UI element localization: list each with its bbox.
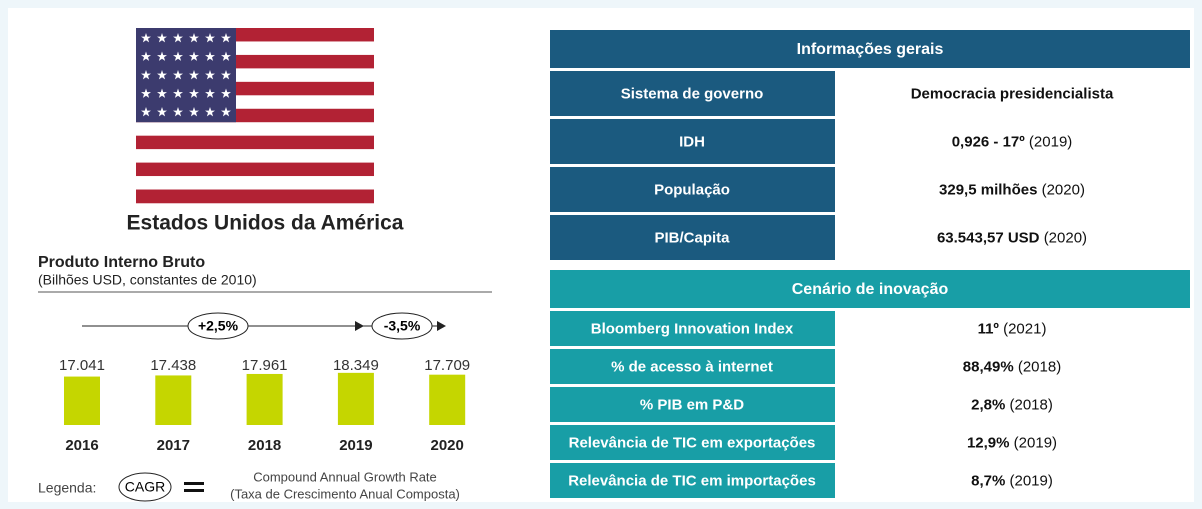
table-header — [550, 270, 1190, 308]
legend-label: Legenda: — [38, 480, 96, 496]
legend-key: CAGR — [125, 479, 165, 495]
value-label: 18.349 — [333, 357, 379, 374]
row-value: 63.543,57 USD (2020) — [937, 229, 1087, 246]
value-label: 17.961 — [242, 357, 288, 374]
stripe — [136, 122, 374, 136]
row-label-cell — [550, 215, 835, 260]
value: 12,9% — [967, 434, 1010, 451]
value: 8,7% — [971, 472, 1005, 489]
x-tick-label: 2020 — [431, 437, 464, 454]
bar — [337, 372, 374, 425]
row-label: Bloomberg Innovation Index — [591, 320, 794, 337]
row-label: % de acesso à internet — [611, 358, 773, 375]
row-value: 11º (2021) — [978, 320, 1047, 337]
x-tick-label: 2017 — [157, 437, 190, 454]
row-value: 0,926 - 17º (2019) — [952, 133, 1073, 150]
legend-subtext: (Taxa de Crescimento Anual Composta) — [230, 486, 460, 501]
stripe — [136, 135, 374, 150]
value-label: 17.438 — [150, 357, 196, 374]
flag — [136, 28, 374, 204]
row-value: 12,9% (2019) — [967, 434, 1057, 451]
cagr-bubble — [187, 312, 249, 340]
chart-subtitle: (Bilhões USD, constantes de 2010) — [38, 272, 257, 288]
table-title: Informações gerais — [797, 41, 944, 58]
cagr-label: -3,5% — [384, 318, 421, 334]
value-label: 17.709 — [424, 357, 470, 374]
row-label: Sistema de governo — [621, 85, 764, 102]
year: (2020) — [1044, 229, 1087, 246]
row-label-cell — [550, 349, 835, 384]
bar — [429, 374, 466, 425]
equals — [184, 482, 204, 485]
chart-title: Produto Interno Bruto — [38, 254, 205, 271]
value-label: 17.041 — [59, 357, 105, 374]
arrowhead — [355, 321, 364, 331]
year: (2019) — [1029, 133, 1072, 150]
row-label: Relevância de TIC em exportações — [569, 434, 816, 451]
year: (2019) — [1010, 472, 1053, 489]
row-value: 2,8% (2018) — [971, 396, 1053, 413]
cagr-label: +2,5% — [198, 318, 239, 334]
row-label-cell — [550, 425, 835, 460]
value: 329,5 milhões — [939, 181, 1037, 198]
arrowhead — [437, 321, 446, 331]
bar — [64, 376, 100, 425]
row-label: População — [654, 181, 730, 198]
x-tick-label: 2019 — [339, 437, 372, 454]
year: (2021) — [1003, 320, 1046, 337]
legend-text: Compound Annual Growth Rate — [253, 469, 437, 484]
value: 63.543,57 USD — [937, 229, 1040, 246]
value: 0,926 - 17º — [952, 133, 1026, 150]
stripe — [136, 189, 374, 204]
stripe — [136, 149, 374, 163]
country-name: Estados Unidos da América — [127, 212, 404, 235]
row-value: 8,7% (2019) — [971, 472, 1053, 489]
value: 88,49% — [963, 358, 1014, 375]
x-tick-label: 2016 — [65, 437, 98, 454]
table-header — [550, 30, 1190, 68]
year: (2019) — [1014, 434, 1057, 451]
table-title: Cenário de inovação — [792, 281, 949, 298]
value: 11º — [978, 320, 1000, 337]
row-label-cell — [550, 463, 835, 498]
row-label-cell — [550, 71, 835, 116]
row-label-cell — [550, 387, 835, 422]
row-value: 88,49% (2018) — [963, 358, 1061, 375]
row-value: 329,5 milhões (2020) — [939, 181, 1085, 198]
stripe — [136, 176, 374, 190]
legend-bubble — [118, 472, 172, 502]
row-label: Relevância de TIC em importações — [568, 472, 816, 489]
value: Democracia presidencialista — [911, 85, 1114, 102]
row-label-cell — [550, 311, 835, 346]
year: (2020) — [1042, 181, 1085, 198]
row-value: Democracia presidencialista — [911, 85, 1114, 102]
row-label: IDH — [679, 133, 705, 150]
x-tick-label: 2018 — [248, 437, 281, 454]
cagr-bubble — [371, 312, 433, 340]
stripe — [136, 162, 374, 177]
value: 2,8% — [971, 396, 1005, 413]
row-label: % PIB em P&D — [640, 396, 744, 413]
bar — [246, 373, 283, 425]
year: (2018) — [1018, 358, 1061, 375]
row-label-cell — [550, 119, 835, 164]
row-label: PIB/Capita — [654, 229, 730, 246]
row-label-cell — [550, 167, 835, 212]
bar — [155, 375, 192, 425]
stars — [136, 28, 236, 123]
equals — [184, 489, 204, 492]
year: (2018) — [1010, 396, 1053, 413]
